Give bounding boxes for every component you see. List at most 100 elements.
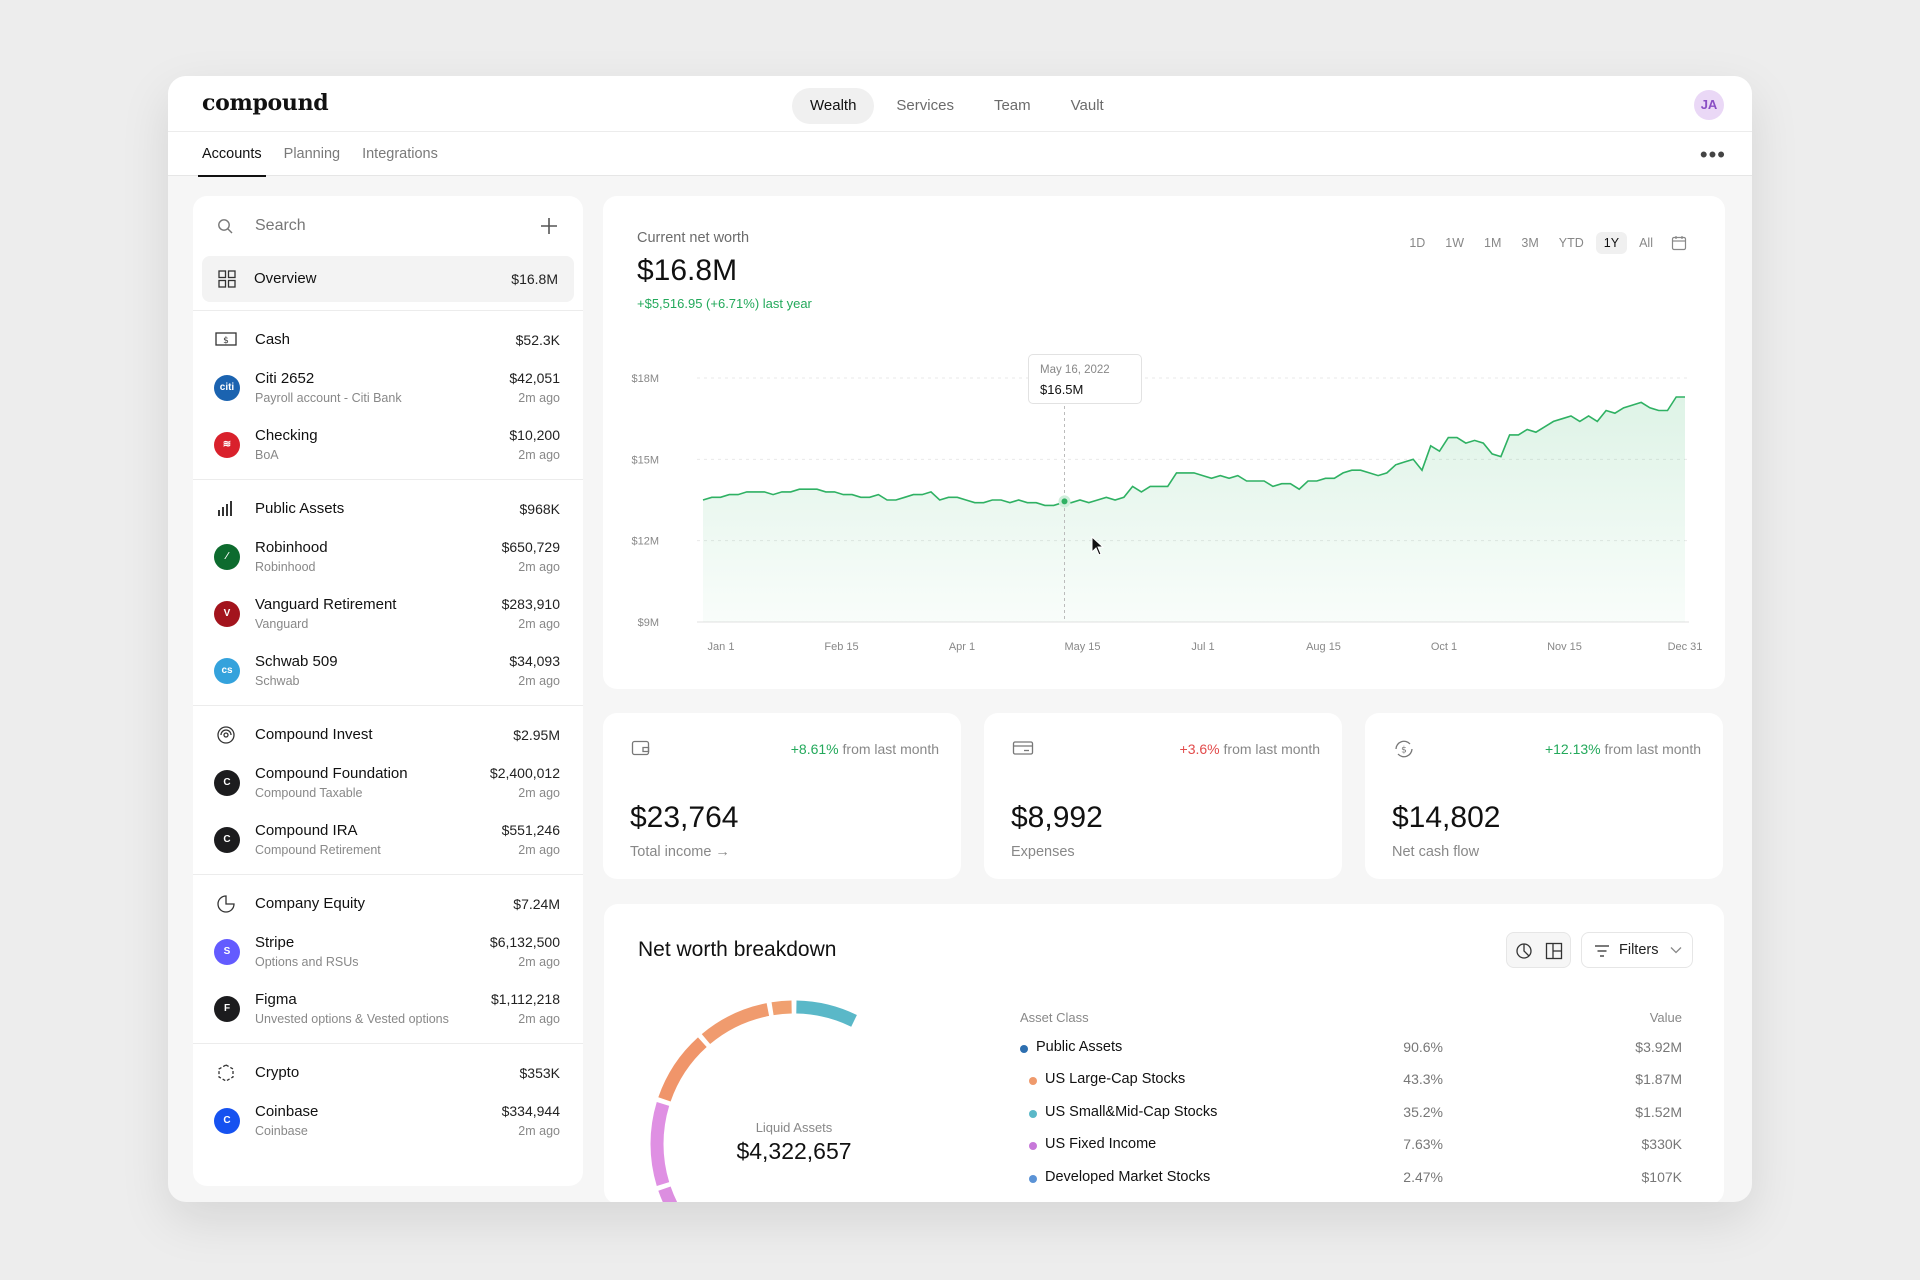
compound-icon	[215, 725, 237, 744]
donut-center-value: $4,322,657	[736, 1138, 852, 1164]
net-worth-chart[interactable]: $18M $15M $12M $9M Jan 1 Feb 15 Apr 1 May 15 Jul…	[603, 196, 1725, 689]
account-row[interactable]: cs Schwab 509 Schwab $34,093 2m ago	[193, 644, 583, 701]
nav-vault[interactable]: Vault	[1070, 97, 1104, 114]
account-row[interactable]: C Compound Foundation Compound Taxable $2,4…	[193, 756, 583, 813]
account-group-header[interactable]: $ Cash $52.3K	[193, 317, 583, 361]
asset-class-name: US Small&Mid-Cap Stocks	[1045, 1103, 1218, 1120]
account-row[interactable]: ∕ Robinhood Robinhood $650,729 2m ago	[193, 530, 583, 587]
account-group: Crypto $353K C Coinbase Coinbase $334,944 2m a…	[193, 1044, 583, 1155]
account-group-header[interactable]: Compound Invest $2.95M	[193, 712, 583, 756]
asset-class-value: $330K	[1641, 1136, 1682, 1153]
range-1y[interactable]: 1Y	[1595, 232, 1628, 254]
account-row[interactable]: C Coinbase Coinbase $334,944 2m ago	[193, 1094, 583, 1151]
donut-segment[interactable]	[796, 1000, 857, 1027]
asset-class-header: Asset Class	[1020, 1010, 1089, 1025]
asset-class-row[interactable]: US Large-Cap Stocks 43.3% $1.87M	[1020, 1069, 1682, 1099]
account-group: Public Assets $968K ∕ Robinhood Robinhood $65…	[193, 480, 583, 705]
liquid-assets-donut[interactable]	[604, 904, 1004, 1202]
cashflow-caption: Net cash flow	[1392, 844, 1480, 860]
stat-card-expenses[interactable]: +3.6% from last month $8,992 Expenses	[984, 713, 1342, 879]
account-group-header[interactable]: Public Assets $968K	[193, 486, 583, 530]
y-tick-label: $15M	[631, 454, 659, 466]
account-row[interactable]: ≋ Checking BoA $10,200 2m ago	[193, 418, 583, 475]
legend-dot	[1029, 1142, 1037, 1151]
net-worth-area	[703, 397, 1685, 622]
account-sub: Coinbase	[255, 1124, 308, 1138]
sidebar-divider	[193, 705, 583, 706]
range-1m[interactable]: 1M	[1484, 236, 1502, 250]
asset-class-row[interactable]: Public Assets 90.6% $3.92M	[1020, 1037, 1682, 1067]
income-link[interactable]: Total income →	[630, 844, 730, 860]
nav-wealth[interactable]: Wealth	[792, 88, 875, 124]
asset-class-value: $1.52M	[1635, 1103, 1682, 1120]
tab-planning[interactable]: Planning	[283, 146, 341, 162]
account-ago: 2m ago	[518, 843, 560, 857]
net-worth-line	[702, 396, 1685, 507]
account-name: Compound IRA	[255, 822, 358, 839]
asset-class-row[interactable]: US Fixed Income 7.63% $330K	[1020, 1134, 1682, 1164]
net-worth-change: +$5,516.95 (+6.71%) last year	[637, 296, 812, 311]
time-range-selector: 1D 1W 1M 3M YTD 1Y All	[1401, 232, 1687, 254]
sidebar-item-overview[interactable]: Overview $16.8M	[202, 256, 574, 302]
account-group: Company Equity $7.24M S Stripe Options and R…	[193, 875, 583, 1043]
search-bar[interactable]: Search	[193, 196, 583, 256]
svg-text:$: $	[1401, 746, 1407, 756]
stat-card-cash-flow[interactable]: $ +12.13% from last month $14,802 Net ca…	[1365, 713, 1723, 879]
asset-class-row[interactable]: Developed Market Stocks 2.47% $107K	[1020, 1167, 1682, 1197]
account-row[interactable]: citi Citi 2652 Payroll account - Citi Bank…	[193, 361, 583, 418]
cash-icon: $	[215, 330, 237, 348]
account-ago: 2m ago	[518, 448, 560, 462]
treemap-view-icon[interactable]	[1545, 942, 1563, 960]
account-groups: $ Cash $52.3K citi Citi 2652 Payroll account …	[193, 310, 583, 1155]
account-name: Vanguard Retirement	[255, 596, 397, 613]
range-1w[interactable]: 1W	[1445, 236, 1465, 250]
nav-services[interactable]: Services	[896, 97, 954, 114]
x-tick-label: Nov 15	[1547, 641, 1582, 653]
donut-segment[interactable]	[658, 1186, 683, 1202]
x-tick-label: Dec 31	[1668, 641, 1703, 653]
tab-integrations[interactable]: Integrations	[362, 146, 438, 162]
donut-segment[interactable]	[771, 1000, 792, 1016]
range-3m[interactable]: 3M	[1521, 236, 1539, 250]
account-amount: $1,112,218	[490, 991, 560, 1007]
tab-accounts[interactable]: Accounts	[198, 132, 266, 177]
account-amount: $650,729	[501, 539, 560, 555]
account-sub: Unvested options & Vested options	[255, 1012, 449, 1026]
account-row[interactable]: S Stripe Options and RSUs $6,132,500 2m ago	[193, 925, 583, 982]
pie-chart-view-icon[interactable]	[1515, 942, 1533, 960]
asset-class-row[interactable]: US Small&Mid-Cap Stocks 35.2% $1.52M	[1020, 1102, 1682, 1132]
robinhood-logo: ∕	[214, 544, 240, 570]
account-sub: Robinhood	[255, 560, 316, 574]
donut-segment[interactable]	[701, 1003, 770, 1045]
breakdown-title: Net worth breakdown	[638, 938, 837, 961]
account-row[interactable]: V Vanguard Retirement Vanguard $283,910 2m a…	[193, 587, 583, 644]
range-all[interactable]: All	[1639, 236, 1653, 250]
range-ytd[interactable]: YTD	[1558, 236, 1584, 250]
search-input[interactable]: Search	[255, 217, 306, 234]
bar-chart-icon	[215, 499, 237, 517]
app-logo[interactable]: compound	[202, 90, 329, 116]
account-sub: Compound Taxable	[255, 786, 363, 800]
income-change: +8.61%	[790, 741, 839, 757]
more-options-icon[interactable]: •••	[1699, 142, 1726, 167]
add-account-icon[interactable]	[539, 216, 559, 236]
cashflow-value: $14,802	[1392, 801, 1501, 834]
range-1d[interactable]: 1D	[1409, 236, 1426, 250]
group-label: Crypto	[255, 1064, 300, 1081]
account-row[interactable]: C Compound IRA Compound Retirement $551,246…	[193, 813, 583, 870]
account-sub: Compound Retirement	[255, 843, 381, 857]
stat-card-income[interactable]: +8.61% from last month $23,764 Total inc…	[603, 713, 961, 879]
nav-team[interactable]: Team	[993, 97, 1031, 114]
account-group-header[interactable]: Crypto $353K	[193, 1050, 583, 1094]
cashflow-change: +12.13%	[1544, 741, 1601, 757]
pie-icon	[215, 894, 237, 913]
donut-segment[interactable]	[650, 1102, 670, 1186]
donut-segment[interactable]	[658, 1037, 707, 1102]
crypto-icon	[215, 1063, 237, 1082]
calendar-icon[interactable]	[1671, 235, 1687, 251]
account-row[interactable]: F Figma Unvested options & Vested options $…	[193, 982, 583, 1039]
net-worth-label: Current net worth	[637, 230, 750, 246]
avatar[interactable]: JA	[1694, 90, 1724, 120]
filters-button[interactable]: Filters	[1581, 932, 1693, 968]
account-group-header[interactable]: Company Equity $7.24M	[193, 881, 583, 925]
